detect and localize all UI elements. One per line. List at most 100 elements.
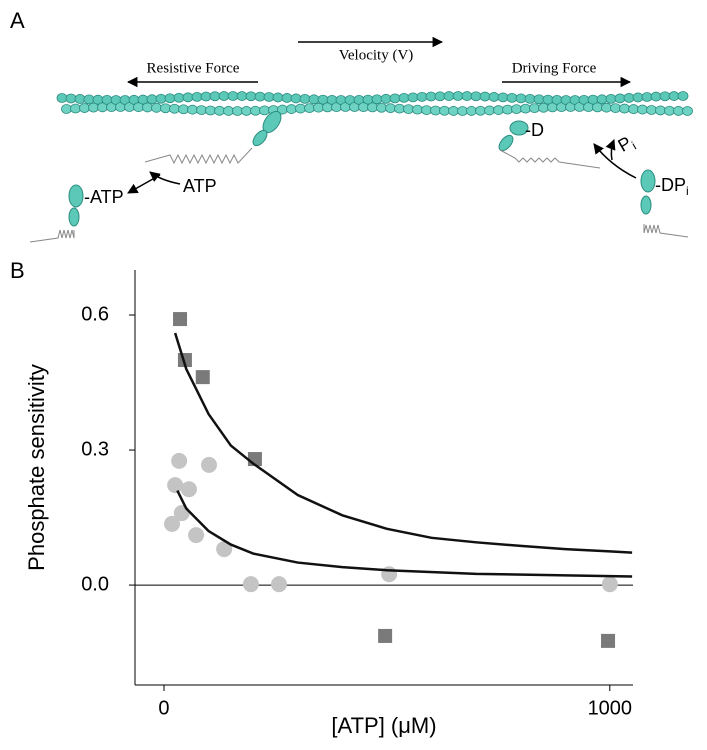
actin-subunit xyxy=(155,93,167,104)
actin-subunit xyxy=(623,93,635,103)
label: -DP xyxy=(655,175,686,195)
actin-subunit xyxy=(596,94,608,105)
actin-subunit xyxy=(56,93,68,103)
actin-subunit xyxy=(443,91,455,101)
actin-subunit xyxy=(182,92,194,103)
actin-subunit xyxy=(232,106,243,116)
actin-subunit xyxy=(254,91,266,102)
actin-subunit xyxy=(502,104,513,115)
actin-subunit xyxy=(250,105,261,116)
actin-subunit xyxy=(367,102,378,113)
actin-subunit xyxy=(83,94,95,105)
panel-label: B xyxy=(10,258,25,283)
circle-point xyxy=(188,527,205,544)
actin-subunit xyxy=(677,91,689,101)
actin-subunit xyxy=(299,94,311,104)
actin-subunit xyxy=(488,92,500,102)
actin-subunit xyxy=(376,102,387,113)
actin-subunit xyxy=(160,103,171,114)
actin-subunit xyxy=(407,92,419,103)
actin-subunit xyxy=(308,94,320,105)
actin-subunit xyxy=(466,106,477,116)
actin-subunit xyxy=(430,105,441,116)
circle-point xyxy=(171,452,188,469)
actin-subunit xyxy=(146,94,158,105)
actin-subunit xyxy=(470,91,482,102)
actin-subunit xyxy=(493,105,504,115)
actin-subunit xyxy=(452,91,464,101)
label: ATP xyxy=(183,176,217,196)
circle-point xyxy=(167,477,184,494)
actin-subunit xyxy=(655,105,666,116)
actin-subunit xyxy=(416,92,428,102)
label: Velocity (V) xyxy=(339,47,414,63)
actin-subunit xyxy=(412,104,423,115)
fit-curve xyxy=(173,332,633,554)
actin-subunit xyxy=(398,92,410,103)
actin-subunit xyxy=(142,102,153,113)
actin-subunit xyxy=(641,92,653,102)
y-tick-label: 0.0 xyxy=(81,573,109,595)
actin-subunit xyxy=(632,92,644,103)
actin-subunit xyxy=(236,91,248,101)
square-point xyxy=(173,312,188,327)
actin-subunit xyxy=(191,91,203,102)
actin-subunit xyxy=(682,106,693,116)
actin-subunit xyxy=(164,93,176,104)
lever-springs xyxy=(29,147,689,243)
actin-subunit xyxy=(286,104,297,114)
actin-subunit xyxy=(628,104,639,114)
actin-subunit xyxy=(506,92,518,103)
circle-point xyxy=(216,541,233,558)
actin-subunit xyxy=(385,103,396,114)
actin-subunit xyxy=(290,93,302,104)
circle-point xyxy=(242,576,259,593)
label: -DPi xyxy=(655,175,689,198)
actin-subunit xyxy=(281,93,293,103)
actin-subunit xyxy=(214,105,225,116)
actin-subunit xyxy=(614,93,626,104)
actin-subunit xyxy=(173,92,185,103)
actin-subunit xyxy=(380,93,392,104)
panel-label: A xyxy=(10,8,25,33)
actin-subunit xyxy=(169,103,180,114)
actin-subunit xyxy=(605,93,617,104)
actin-subunit xyxy=(601,102,612,113)
circle-point xyxy=(173,505,190,522)
actin-subunit xyxy=(227,91,239,101)
actin-subunit xyxy=(394,103,405,114)
actin-subunit xyxy=(187,104,198,115)
label: -D xyxy=(525,120,544,140)
actin-subunit xyxy=(389,93,401,104)
actin-subunit xyxy=(637,104,648,115)
actin-subunit xyxy=(664,105,675,116)
actin-subunit xyxy=(196,105,207,116)
actin-subunit xyxy=(263,92,275,102)
y-tick-label: 0.3 xyxy=(81,438,109,460)
actin-subunit xyxy=(151,102,162,113)
actin-subunit xyxy=(371,94,383,105)
label: Resistive Force xyxy=(147,60,240,76)
actin-subunit xyxy=(475,105,486,116)
actin-subunit xyxy=(511,104,522,115)
actin-subunit xyxy=(646,105,657,115)
actin-subunit xyxy=(533,94,545,105)
actin-subunit xyxy=(61,104,72,114)
actin-subunit xyxy=(434,91,446,102)
actin-subunit xyxy=(439,105,450,116)
actin-subunit xyxy=(295,103,306,114)
actin-subunit xyxy=(610,103,621,114)
actin-subunit xyxy=(461,91,473,101)
actin-subunit xyxy=(457,106,468,116)
actin-subunit xyxy=(520,103,531,114)
label: Driving Force xyxy=(512,60,597,76)
actin-subunit xyxy=(538,102,549,113)
actin-subunit xyxy=(479,91,491,102)
actin-subunit xyxy=(425,91,437,102)
square-point xyxy=(378,628,393,643)
actin-subunit xyxy=(619,103,630,114)
square-point xyxy=(601,633,616,648)
circle-point xyxy=(381,566,398,583)
actin-subunit xyxy=(484,105,495,116)
actin-subunit xyxy=(74,94,86,104)
